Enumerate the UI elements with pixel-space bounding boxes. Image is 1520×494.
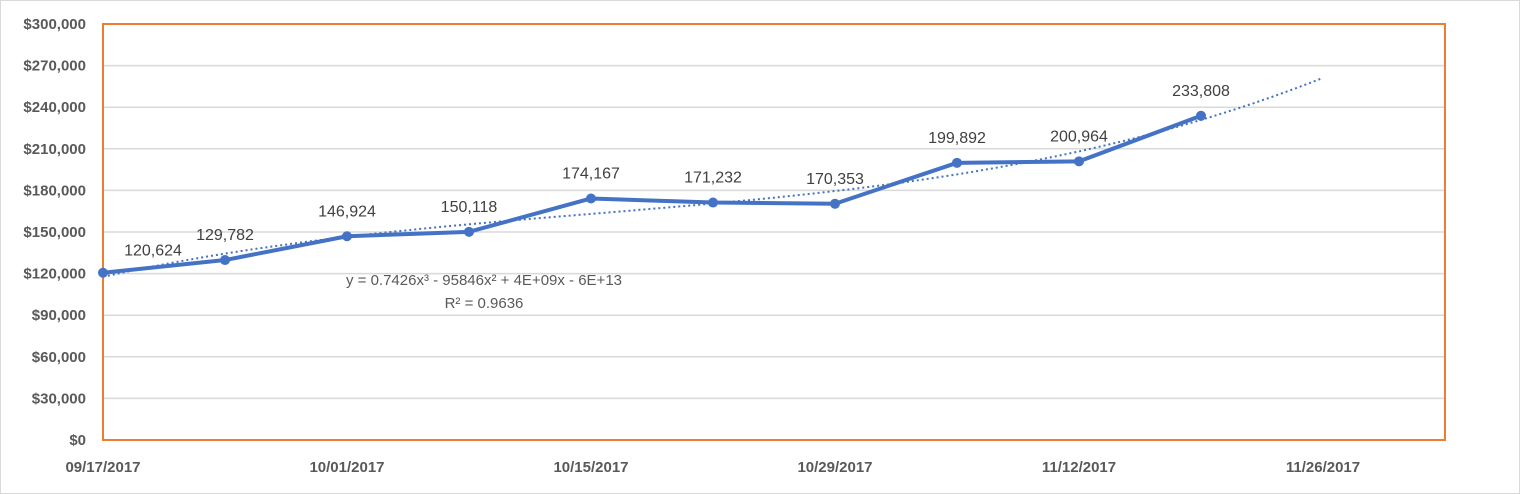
data-label: 199,892 — [928, 130, 986, 147]
y-tick-label: $150,000 — [23, 224, 86, 241]
trendline-r-squared: R² = 0.9636 — [445, 295, 524, 312]
x-tick-label: 09/17/2017 — [65, 459, 140, 476]
data-point — [1074, 156, 1084, 167]
y-tick-label: $60,000 — [32, 349, 86, 366]
data-point — [830, 198, 840, 209]
data-point — [708, 197, 718, 208]
data-point — [952, 157, 962, 168]
data-labels: 120,624 129,782 146,924 150,118 174,167 171,2… — [124, 83, 1230, 260]
y-tick-label: $300,000 — [23, 16, 86, 33]
x-tick-label: 10/29/2017 — [797, 459, 872, 476]
data-label: 170,353 — [806, 171, 864, 188]
x-tick-label: 10/01/2017 — [309, 459, 384, 476]
y-tick-label: $240,000 — [23, 99, 86, 116]
x-axis-ticks: 09/17/2017 10/01/2017 10/15/2017 10/29/2017… — [65, 459, 1360, 476]
y-tick-label: $30,000 — [32, 390, 86, 407]
data-label: 200,964 — [1050, 128, 1108, 145]
x-tick-label: 11/12/2017 — [1042, 459, 1116, 476]
data-label: 233,808 — [1172, 83, 1230, 100]
data-label: 120,624 — [124, 243, 182, 260]
y-tick-label: $120,000 — [23, 266, 86, 283]
data-point — [342, 231, 352, 242]
y-axis-ticks: $0 $30,000 $60,000 $90,000 $120,000 $150,000 $… — [23, 16, 86, 449]
gridlines — [103, 23, 1445, 400]
y-tick-label: $180,000 — [23, 182, 86, 199]
data-point — [586, 193, 596, 204]
trendline — [102, 76, 1324, 278]
data-point — [1196, 110, 1206, 121]
data-label: 171,232 — [684, 170, 742, 187]
x-tick-label: 11/26/2017 — [1286, 459, 1360, 476]
data-points — [98, 110, 1206, 278]
y-tick-label: $210,000 — [23, 141, 86, 158]
series-line — [102, 113, 1202, 275]
x-tick-label: 10/15/2017 — [553, 459, 628, 476]
data-label: 174,167 — [562, 165, 620, 182]
y-tick-label: $90,000 — [32, 307, 86, 324]
trendline-equation: y = 0.7426x³ - 95846x² + 4E+09x - 6E+13 — [346, 272, 622, 289]
data-point — [220, 255, 230, 266]
data-point — [464, 226, 474, 237]
plot-area-border — [102, 23, 1446, 441]
data-label: 129,782 — [196, 227, 254, 244]
y-tick-label: $270,000 — [23, 58, 86, 75]
data-label: 146,924 — [318, 203, 376, 220]
data-point — [98, 267, 108, 278]
data-label: 150,118 — [441, 199, 498, 216]
y-tick-label: $0 — [69, 432, 86, 449]
